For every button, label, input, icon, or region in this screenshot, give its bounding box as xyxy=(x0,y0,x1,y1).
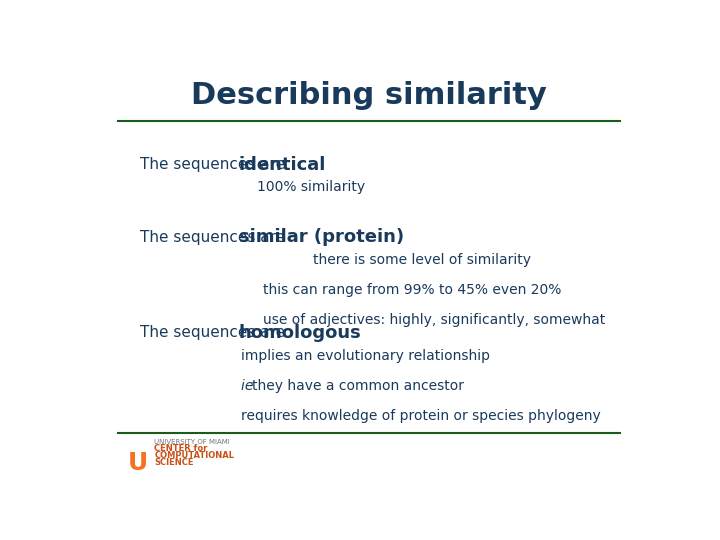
Text: The sequences are: The sequences are xyxy=(140,326,290,341)
Text: there is some level of similarity: there is some level of similarity xyxy=(313,253,531,267)
Text: SCIENCE: SCIENCE xyxy=(154,458,194,467)
Text: U: U xyxy=(127,451,148,475)
Text: requires knowledge of protein or species phylogeny: requires knowledge of protein or species… xyxy=(240,409,600,423)
Text: they have a common ancestor: they have a common ancestor xyxy=(253,379,464,393)
Text: homologous: homologous xyxy=(238,324,361,342)
Text: The sequences are: The sequences are xyxy=(140,157,290,172)
Text: 100% similarity: 100% similarity xyxy=(258,180,366,194)
Text: Describing similarity: Describing similarity xyxy=(191,82,547,111)
Text: ie: ie xyxy=(240,379,258,393)
Text: identical: identical xyxy=(238,156,326,173)
Text: similar (protein): similar (protein) xyxy=(238,228,404,246)
Text: use of adjectives: highly, significantly, somewhat: use of adjectives: highly, significantly… xyxy=(263,313,606,327)
Text: UNIVERSITY OF MIAMI: UNIVERSITY OF MIAMI xyxy=(154,440,230,445)
Text: implies an evolutionary relationship: implies an evolutionary relationship xyxy=(240,349,490,363)
Text: COMPUTATIONAL: COMPUTATIONAL xyxy=(154,451,234,460)
Text: The sequences are: The sequences are xyxy=(140,230,290,245)
Text: this can range from 99% to 45% even 20%: this can range from 99% to 45% even 20% xyxy=(263,283,562,297)
Text: CENTER for: CENTER for xyxy=(154,444,207,454)
